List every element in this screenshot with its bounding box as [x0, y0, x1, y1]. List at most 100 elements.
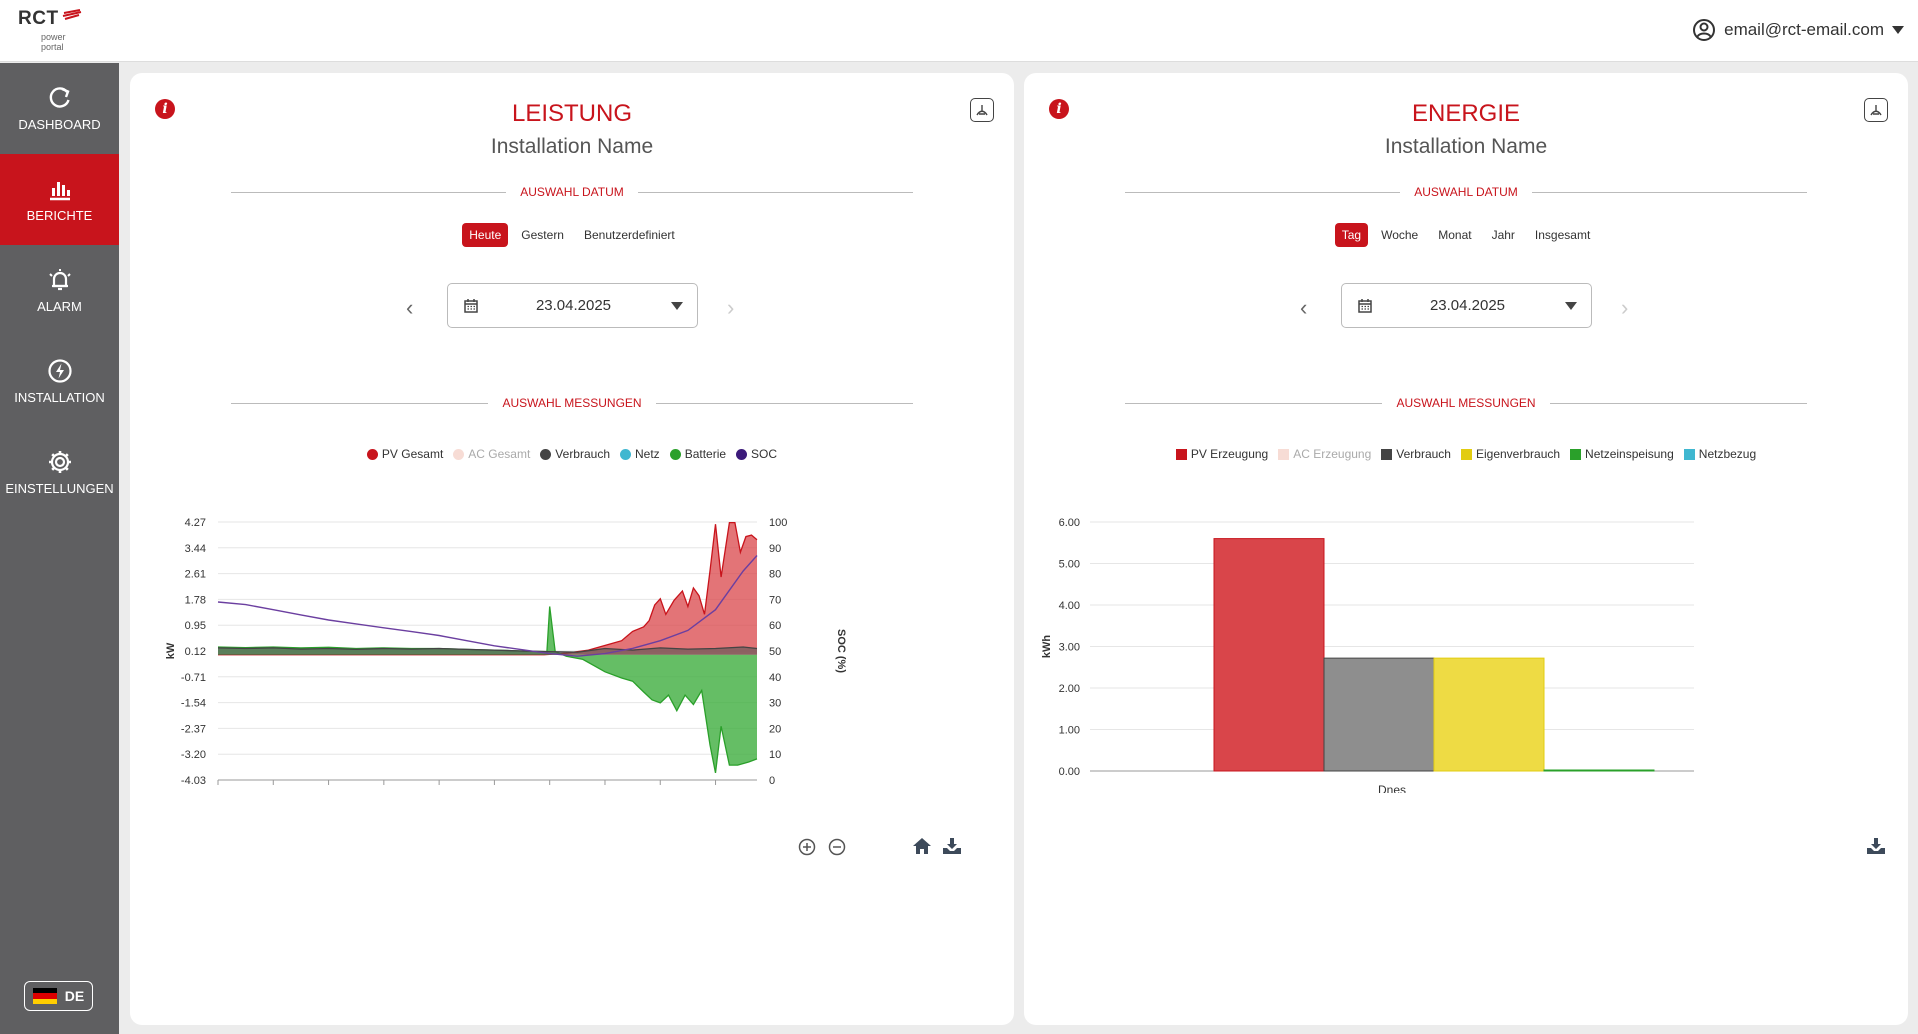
legend-item-verbrauch[interactable]: Verbrauch — [540, 447, 610, 461]
measure-section-label: AUSWAHL MESSUNGEN — [1396, 396, 1536, 410]
installation-name: Installation Name — [1384, 135, 1548, 158]
language-switch[interactable]: DE — [24, 981, 93, 1011]
date-picker[interactable]: 23.04.2025 — [1341, 283, 1592, 328]
tab-tag[interactable]: Tag — [1334, 223, 1369, 247]
home-icon[interactable] — [912, 837, 932, 855]
date-picker[interactable]: 23.04.2025 — [447, 283, 698, 328]
legend-item-pv-gesamt[interactable]: PV Gesamt — [366, 447, 443, 461]
pdf-export-button[interactable] — [1864, 98, 1888, 122]
series-area-pv-gesamt — [218, 522, 757, 655]
legend-marker — [620, 448, 631, 460]
previous-day-button[interactable]: ‹ — [406, 295, 414, 320]
legend-item-soc[interactable]: SOC — [736, 447, 777, 461]
language-code: DE — [64, 988, 85, 1004]
sidebar-item-installation[interactable]: INSTALLATION — [0, 336, 119, 427]
pdf-icon — [976, 105, 988, 116]
legend-marker — [736, 448, 748, 460]
date-section-divider: AUSWAHL DATUM — [1125, 185, 1807, 199]
tab-insgesamt[interactable]: Insgesamt — [1534, 228, 1591, 242]
bolt-circle-icon — [47, 358, 73, 384]
legend-label: Batterie — [684, 447, 727, 461]
legend-marker — [1278, 448, 1290, 460]
next-day-button[interactable]: › — [1621, 295, 1629, 320]
x-tick-label: 06:00 — [535, 792, 565, 793]
legend-item-eigenverbrauch[interactable]: Eigenverbrauch — [1460, 447, 1560, 461]
y2-tick-label: 40 — [769, 672, 781, 684]
series-line-soc — [217, 555, 758, 657]
legend-item-verbrauch[interactable]: Verbrauch — [1381, 447, 1451, 461]
tab-jahr[interactable]: Jahr — [1491, 228, 1515, 242]
calendar-icon — [1358, 299, 1372, 313]
legend-item-netzbezug[interactable]: Netzbezug — [1683, 447, 1756, 461]
caret-down-icon — [1565, 302, 1577, 310]
tab-woche[interactable]: Woche — [1381, 228, 1419, 242]
y-tick-label: 6.00 — [1059, 517, 1080, 529]
y-tick-label: 4.27 — [185, 517, 206, 529]
sidebar-item-berichte[interactable]: BERICHTE — [0, 154, 119, 245]
y-tick-label: 3.44 — [185, 543, 206, 555]
y-tick-label: 0.12 — [185, 646, 206, 658]
legend-item-netz[interactable]: Netz — [620, 447, 660, 461]
sidebar-item-alarm[interactable]: ALARM — [0, 245, 119, 336]
tab-heute[interactable]: Heute — [462, 223, 509, 247]
selected-date: 23.04.2025 — [1429, 297, 1506, 314]
series-line-verbrauch — [217, 646, 758, 653]
bar-eigenverbrauch — [1433, 657, 1545, 772]
x-tick-label: 02:00 — [314, 792, 344, 793]
legend-item-pv-erzeugung[interactable]: PV Erzeugung — [1175, 447, 1268, 461]
legend-marker — [1683, 448, 1695, 460]
sidebar: DASHBOARD BERICHTE ALARM INSTALLATION EI… — [0, 63, 119, 1034]
download-icon[interactable] — [1866, 837, 1886, 855]
measure-section-divider: AUSWAHL MESSUNGEN — [231, 396, 914, 410]
measure-section-label: AUSWAHL MESSUNGEN — [502, 396, 642, 410]
energy-chart[interactable]: 6.00 5.00 4.00 3.00 2.00 1.00 0.00 kWh Dnes — [1024, 73, 1908, 793]
previous-day-button[interactable]: ‹ — [1300, 295, 1308, 320]
legend-item-batterie[interactable]: Batterie — [669, 447, 727, 461]
y2-tick-label: 0 — [769, 775, 775, 787]
x-tick-label: 08:00 — [645, 792, 675, 793]
user-menu[interactable]: email@rct-email.com — [1692, 18, 1904, 42]
tab-benutzerdefiniert[interactable]: Benutzerdefiniert — [583, 228, 675, 242]
pdf-icon — [1870, 105, 1882, 116]
zoom-out-icon[interactable] — [828, 838, 846, 856]
user-circle-icon — [1693, 19, 1716, 41]
y2-tick-label: 10 — [769, 749, 781, 761]
date-section-label: AUSWAHL DATUM — [1414, 185, 1518, 199]
sidebar-item-dashboard[interactable]: DASHBOARD — [0, 63, 119, 154]
legend-item-ac-erzeugung[interactable]: AC Erzeugung — [1278, 447, 1371, 461]
legend-item-ac-gesamt[interactable]: AC Gesamt — [453, 447, 530, 461]
legend-marker — [540, 448, 552, 460]
info-icon[interactable]: i — [155, 99, 175, 119]
period-tabs: Heute Gestern Benutzerdefiniert — [130, 223, 1014, 247]
legend-marker — [1175, 448, 1187, 460]
y-tick-label: -1.54 — [181, 698, 206, 710]
series-area-batterie — [218, 606, 757, 773]
power-chart[interactable]: 4.27 3.44 2.61 1.78 0.95 0.12 -0.71 -1.54 -2.37 -… — [130, 73, 1014, 793]
sidebar-item-einstellungen[interactable]: EINSTELLUNGEN — [0, 427, 119, 518]
tab-monat[interactable]: Monat — [1438, 228, 1472, 242]
installation-name: Installation Name — [490, 135, 654, 158]
y-tick-label: 1.78 — [185, 594, 206, 606]
logo-flag-icon — [62, 9, 82, 20]
legend-marker — [1570, 448, 1582, 460]
x-tick-label: 05:00 — [479, 792, 509, 793]
y-tick-label: 4.00 — [1059, 600, 1080, 612]
rct-logo[interactable]: RCT power portal — [18, 8, 98, 54]
download-icon[interactable] — [942, 837, 962, 855]
y2-tick-label: 100 — [769, 517, 787, 529]
bar-verbrauch — [1323, 657, 1435, 772]
pdf-export-button[interactable] — [970, 98, 994, 122]
y-tick-label: -0.71 — [181, 672, 206, 684]
info-icon[interactable]: i — [1049, 99, 1069, 119]
zoom-in-icon[interactable] — [798, 838, 816, 856]
next-day-button[interactable]: › — [727, 295, 735, 320]
caret-down-icon — [671, 302, 683, 310]
legend-item-netzeinspeisung[interactable]: Netzeinspeisung — [1570, 447, 1674, 461]
y2-tick-label: 90 — [769, 543, 781, 555]
sidebar-item-label: INSTALLATION — [14, 390, 105, 405]
y-tick-label: -4.03 — [181, 775, 206, 787]
gear-icon — [47, 449, 73, 475]
tab-gestern[interactable]: Gestern — [521, 228, 564, 242]
bar-chart-icon — [47, 176, 73, 202]
y2-tick-label: 60 — [769, 620, 781, 632]
